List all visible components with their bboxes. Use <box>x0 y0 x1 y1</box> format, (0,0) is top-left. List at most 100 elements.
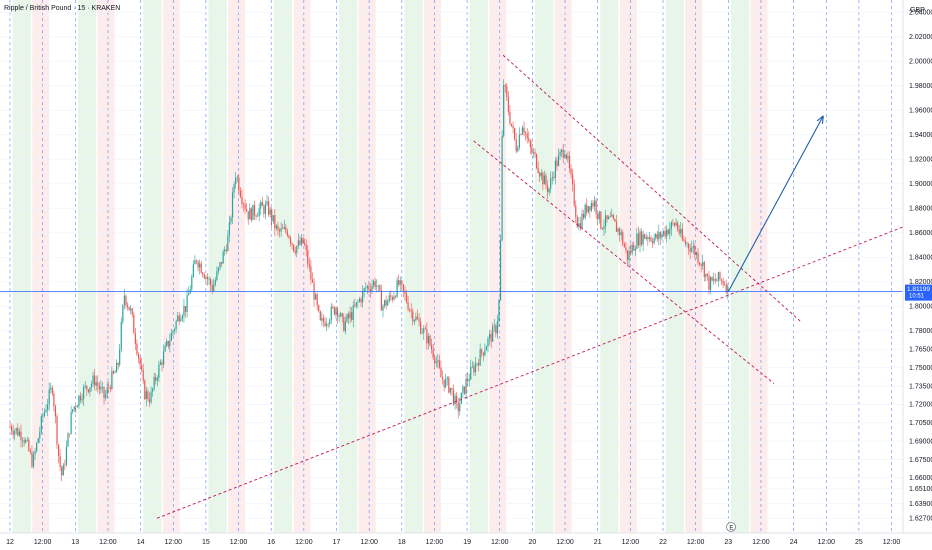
candle-body <box>286 231 288 236</box>
candle-body <box>341 313 343 317</box>
time-tick-label: 12:00 <box>99 539 117 546</box>
candle-body <box>420 321 422 334</box>
candle-body <box>595 200 597 214</box>
candle-body <box>523 127 525 133</box>
candle-body <box>622 232 624 244</box>
candle-body <box>45 409 47 412</box>
candle-body <box>302 237 304 244</box>
candle-body <box>305 244 307 251</box>
candle-body <box>355 302 357 307</box>
candle-body <box>172 330 174 333</box>
price-tick-label: 2.02000 <box>909 34 932 41</box>
candle-body <box>716 280 718 282</box>
price-tick-label: 1.80000 <box>909 304 932 311</box>
candle-body <box>224 249 226 252</box>
candle-body <box>606 215 608 220</box>
candle-body <box>626 250 629 261</box>
candle-body <box>28 439 30 451</box>
candle-body <box>125 295 127 305</box>
candle-body <box>144 380 146 400</box>
candle-body <box>495 325 497 334</box>
candle-body <box>633 244 635 251</box>
candle-body <box>327 324 329 325</box>
candle-body <box>260 201 262 209</box>
candle-body <box>421 332 423 334</box>
price-tick-label: 1.84000 <box>909 255 932 262</box>
candle-body <box>601 228 604 230</box>
price-tick-label: 1.92000 <box>909 157 932 164</box>
candle-body <box>658 232 660 240</box>
candle-body <box>717 272 719 281</box>
session-band-green <box>143 0 162 533</box>
candle-body <box>479 349 481 366</box>
candle-body <box>332 306 334 308</box>
candle-body <box>98 385 100 390</box>
candle-body <box>25 439 27 443</box>
candle-body <box>344 321 346 332</box>
candle-body <box>227 235 229 252</box>
candle-body <box>56 416 58 445</box>
candle-body <box>59 455 61 467</box>
candle-body <box>10 426 13 432</box>
candle-body <box>178 315 180 322</box>
candle-body <box>485 346 488 351</box>
session-band-red <box>293 0 311 533</box>
candle-body <box>390 295 392 298</box>
candle-body <box>351 312 353 320</box>
event-marker-icon: E <box>729 526 733 532</box>
candle-body <box>90 383 93 388</box>
time-tick-label: 16 <box>267 539 275 546</box>
candle-body <box>109 387 111 390</box>
candle-body <box>239 190 241 197</box>
candle-body <box>319 311 321 321</box>
candle-body <box>14 430 16 435</box>
candle-body <box>423 328 425 333</box>
candle-body <box>534 152 536 155</box>
candle-body <box>720 279 723 281</box>
candle-body <box>565 154 567 159</box>
session-background-bands <box>12 0 768 533</box>
candle-body <box>608 216 610 220</box>
time-axis[interactable] <box>0 533 932 550</box>
price-grid-lines <box>0 11 903 519</box>
time-tick-label: 12:00 <box>817 539 835 546</box>
candle-body <box>424 328 426 330</box>
session-band-green <box>77 0 97 533</box>
candle-body <box>206 276 209 280</box>
candle-body <box>289 237 292 244</box>
candle-body <box>537 168 539 173</box>
candle-body <box>611 214 613 217</box>
time-tick-label: 12:00 <box>360 539 378 546</box>
price-axis[interactable] <box>903 0 932 550</box>
candle-body <box>369 289 372 291</box>
time-tick-label: 18 <box>398 539 406 546</box>
price-tick-label: 1.98000 <box>909 83 932 90</box>
candle-body <box>711 277 713 281</box>
candle-body <box>659 232 661 238</box>
candle-body <box>709 277 712 290</box>
time-tick-label: 12:00 <box>752 539 770 546</box>
candle-body <box>75 406 77 408</box>
candle-body <box>581 213 583 229</box>
session-band-red <box>554 0 572 533</box>
candle-body <box>64 464 66 466</box>
candle-body <box>449 387 451 393</box>
currency-label: GBP <box>910 7 925 14</box>
candle-body <box>34 451 36 455</box>
candle-body <box>664 231 666 237</box>
candle-body <box>564 154 566 158</box>
candle-body <box>452 389 455 405</box>
candle-body <box>228 222 231 236</box>
candle-body <box>161 362 163 365</box>
candle-body <box>261 201 263 206</box>
candle-body <box>476 363 478 364</box>
candle-body <box>584 204 586 218</box>
candle-body <box>402 284 404 291</box>
candle-body <box>263 205 265 214</box>
candle-body <box>510 123 513 126</box>
event-marker[interactable]: E <box>726 522 736 532</box>
trendline-drawings[interactable] <box>156 54 932 519</box>
candle-body <box>462 386 464 393</box>
candle-body <box>315 294 317 300</box>
